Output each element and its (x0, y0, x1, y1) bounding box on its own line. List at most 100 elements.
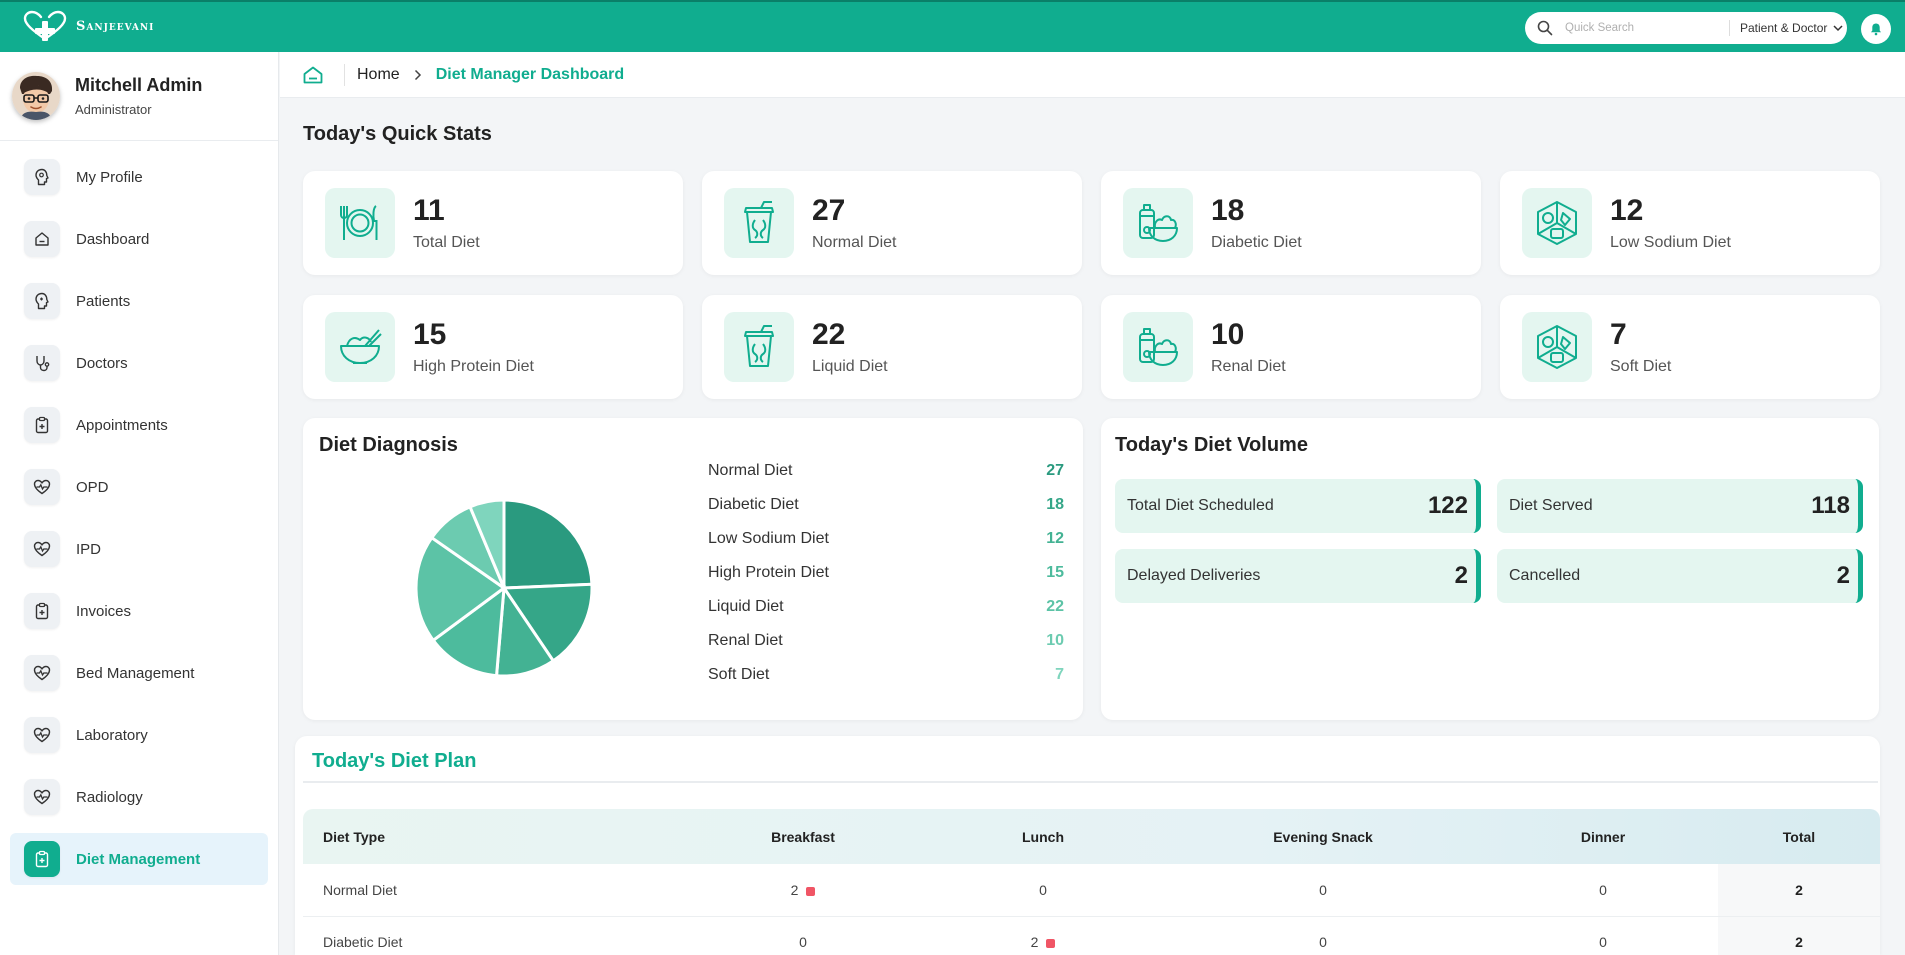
volume-card-delayed-deliveries[interactable]: Delayed Deliveries 2 (1115, 549, 1481, 603)
volume-card-cancelled[interactable]: Cancelled 2 (1497, 549, 1863, 603)
table-header-row: Diet Type Breakfast Lunch Evening Snack … (303, 809, 1880, 864)
cell-value: 2 (1030, 934, 1039, 950)
stat-card-diabetic-diet[interactable]: 18 Diabetic Diet (1101, 171, 1481, 275)
volume-label: Delayed Deliveries (1127, 567, 1261, 584)
search-icon[interactable] (1525, 12, 1565, 44)
column-header-dinner[interactable]: Dinner (1580, 828, 1626, 845)
quick-search: Patient & Doctor (1525, 12, 1847, 44)
search-input[interactable] (1565, 22, 1715, 34)
flag-icon[interactable] (1046, 938, 1056, 948)
cell-lunch: 2 (928, 916, 1158, 955)
sidebar-item-label: Doctors (76, 354, 128, 372)
diet-plan-table: Diet Type Breakfast Lunch Evening Snack … (303, 809, 1880, 955)
sidebar-item-ipd[interactable]: IPD (10, 523, 268, 575)
brand-logo[interactable]: Sanjeevani (22, 10, 154, 42)
legend-label: Soft Diet (708, 666, 770, 683)
diet-volume-panel: Today's Diet Volume Total Diet Scheduled… (1101, 418, 1879, 720)
volume-card-total-scheduled[interactable]: Total Diet Scheduled 122 (1115, 479, 1481, 533)
legend-item[interactable]: Diabetic Diet 18 (708, 488, 1064, 522)
flag-icon[interactable] (806, 886, 816, 896)
sidebar-item-invoices[interactable]: Invoices (10, 585, 268, 637)
sidebar-item-my-profile[interactable]: My Profile (10, 151, 268, 203)
volume-label: Diet Served (1509, 497, 1593, 514)
clipboard-icon (24, 841, 60, 877)
column-header-diet-type[interactable]: Diet Type (323, 828, 385, 845)
legend-value: 22 (1046, 598, 1064, 615)
sidebar-item-opd[interactable]: OPD (10, 461, 268, 513)
legend-item[interactable]: High Protein Diet 15 (708, 556, 1064, 590)
stat-label: Low Sodium Diet (1610, 234, 1731, 251)
column-header-total[interactable]: Total (1782, 828, 1816, 845)
stat-label: Total Diet (413, 234, 480, 251)
clipboard-icon (24, 407, 60, 443)
top-bar: Sanjeevani Patient & Doctor (0, 0, 1905, 52)
sidebar-item-bed-management[interactable]: Bed Management (10, 647, 268, 699)
pie-slice-high-protein-diet[interactable] (431, 584, 506, 678)
salad-bowl-icon (1123, 188, 1193, 258)
heart-pulse-icon (24, 469, 60, 505)
sidebar-item-dashboard[interactable]: Dashboard (10, 213, 268, 265)
pie-slice-normal-diet[interactable] (502, 498, 594, 590)
heart-pulse-icon (24, 531, 60, 567)
legend-item[interactable]: Normal Diet 27 (708, 454, 1064, 488)
table-row[interactable]: Normal Diet 2 0 0 0 2 (303, 864, 1880, 916)
legend-value: 7 (1055, 666, 1064, 683)
legend-item[interactable]: Renal Diet 10 (708, 624, 1064, 658)
stat-card-high-protein-diet[interactable]: 15 High Protein Diet (303, 295, 683, 399)
legend-item[interactable]: Low Sodium Diet 12 (708, 522, 1064, 556)
stat-card-normal-diet[interactable]: 27 Normal Diet (702, 171, 1082, 275)
volume-value: 118 (1811, 492, 1850, 519)
column-header-breakfast[interactable]: Breakfast (771, 828, 835, 845)
home-icon[interactable] (302, 65, 324, 85)
sidebar-item-label: Dashboard (76, 230, 150, 248)
stat-card-total-diet[interactable]: 11 Total Diet (303, 171, 683, 275)
legend-value: 12 (1046, 530, 1064, 547)
user-profile[interactable]: Mitchell Admin Administrator (0, 52, 278, 141)
sidebar-item-laboratory[interactable]: Laboratory (10, 709, 268, 761)
legend-label: High Protein Diet (708, 564, 829, 581)
search-scope-dropdown[interactable]: Patient & Doctor (1740, 21, 1843, 35)
diet-pie-chart[interactable] (374, 458, 634, 718)
stat-label: Liquid Diet (812, 358, 888, 375)
sidebar-item-doctors[interactable]: Doctors (10, 337, 268, 389)
stat-value: 18 (1211, 194, 1245, 227)
heart-pulse-icon (24, 779, 60, 815)
sidebar-item-appointments[interactable]: Appointments (10, 399, 268, 451)
column-header-lunch[interactable]: Lunch (1022, 828, 1064, 845)
cell-evening-snack: 0 (1319, 881, 1327, 898)
breadcrumb-home-link[interactable]: Home (357, 65, 400, 83)
sidebar-item-label: IPD (76, 540, 102, 558)
chevron-down-icon (1833, 25, 1843, 32)
volume-card-diet-served[interactable]: Diet Served 118 (1497, 479, 1863, 533)
sidebar-item-patients[interactable]: Patients (10, 275, 268, 327)
table-row[interactable]: Diabetic Diet 0 2 0 0 2 (303, 916, 1880, 955)
notifications-button[interactable] (1861, 14, 1891, 44)
food-hexagon-icon (1522, 312, 1592, 382)
diet-plan-divider (303, 781, 1878, 783)
legend-value: 18 (1046, 496, 1064, 513)
stat-label: Renal Diet (1211, 358, 1286, 375)
stat-card-soft-diet[interactable]: 7 Soft Diet (1500, 295, 1880, 399)
legend-value: 15 (1046, 564, 1064, 581)
stat-card-low-sodium-diet[interactable]: 12 Low Sodium Diet (1500, 171, 1880, 275)
legend-item[interactable]: Liquid Diet 22 (708, 590, 1064, 624)
avatar[interactable] (12, 72, 60, 120)
sidebar-item-diet-management[interactable]: Diet Management (10, 833, 268, 885)
pie-slice-soft-diet[interactable] (468, 498, 506, 589)
stat-card-liquid-diet[interactable]: 22 Liquid Diet (702, 295, 1082, 399)
user-name: Mitchell Admin (75, 75, 203, 95)
legend-value: 10 (1046, 632, 1064, 649)
pie-slice-diabetic-diet[interactable] (501, 582, 594, 663)
legend-item[interactable]: Soft Diet 7 (708, 658, 1064, 692)
pie-slice-liquid-diet[interactable] (414, 535, 507, 643)
column-header-evening-snack[interactable]: Evening Snack (1273, 828, 1373, 845)
sidebar-item-label: Laboratory (76, 726, 148, 744)
legend-label: Normal Diet (708, 462, 793, 479)
stethoscope-icon (24, 345, 60, 381)
sidebar-item-radiology[interactable]: Radiology (10, 771, 268, 823)
drink-cup-icon (724, 188, 794, 258)
stat-card-renal-diet[interactable]: 10 Renal Diet (1101, 295, 1481, 399)
volume-value: 122 (1427, 492, 1468, 519)
legend-value: 27 (1046, 462, 1064, 479)
cell-diet-type: Normal Diet (323, 881, 397, 898)
